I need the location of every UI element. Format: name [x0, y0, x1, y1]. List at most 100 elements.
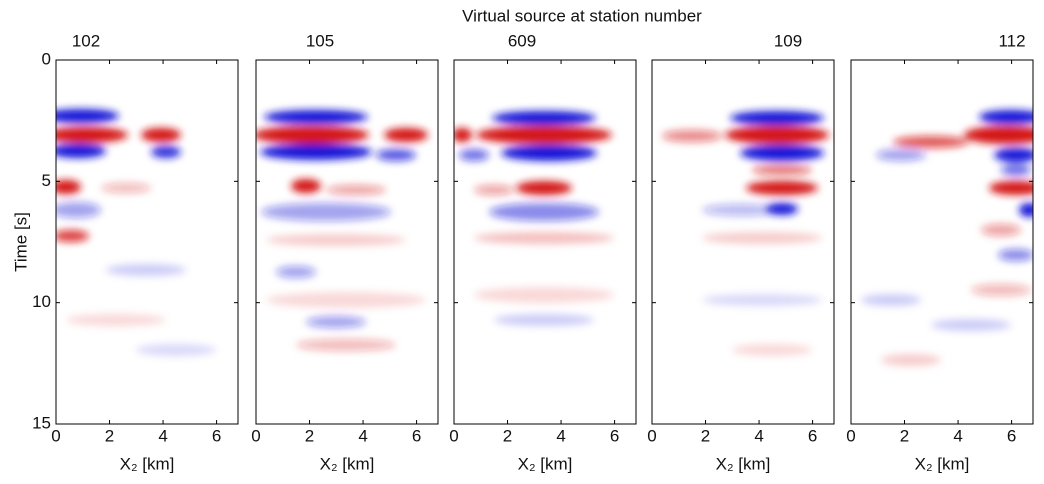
amplitude-blob [732, 344, 812, 356]
amplitude-blob [752, 165, 812, 175]
amplitude-blob [746, 181, 818, 195]
x-axis-label: X₂ [km] [518, 454, 573, 473]
y-tick-label: 10 [32, 292, 51, 311]
seismic-image [662, 111, 829, 356]
amplitude-blob [296, 339, 396, 351]
y-tick-label: 0 [42, 49, 51, 68]
amplitude-blob [151, 146, 181, 158]
amplitude-blob [702, 232, 822, 244]
x-axis-label: X₂ [km] [915, 454, 970, 473]
amplitude-blob [994, 148, 1033, 162]
seismic-image [454, 111, 614, 326]
x-tick-label: 0 [647, 426, 656, 445]
amplitude-blob [979, 110, 1033, 124]
amplitude-blob [101, 183, 151, 193]
plot-frame [55, 59, 239, 425]
amplitude-blob [276, 266, 316, 278]
amplitude-blob [893, 136, 969, 148]
amplitude-blob [260, 144, 372, 160]
amplitude-blob [106, 264, 186, 276]
x-tick-label: 4 [754, 426, 763, 445]
amplitude-blob [1001, 164, 1031, 176]
amplitude-blob [56, 127, 128, 143]
seismic-image [56, 109, 216, 356]
amplitude-blob [516, 181, 572, 195]
x-axis-label: X₂ [km] [716, 454, 771, 473]
amplitude-blob [998, 249, 1033, 261]
seismic-image [861, 110, 1033, 366]
x-tick-label: 2 [503, 426, 512, 445]
panel-title: 609 [508, 31, 536, 50]
figure-title: Virtual source at station number [462, 6, 702, 25]
amplitude-blob [266, 234, 406, 246]
x-tick-label: 0 [449, 426, 458, 445]
x-tick-label: 6 [212, 426, 221, 445]
y-axis-label: Time [s] [11, 212, 30, 272]
amplitude-blob [266, 292, 426, 308]
plot-frame [850, 59, 1034, 425]
amplitude-blob [66, 314, 166, 326]
amplitude-blob [454, 128, 472, 142]
x-tick-label: 4 [556, 426, 565, 445]
amplitude-blob [474, 287, 614, 303]
plot-frame [255, 59, 439, 425]
amplitude-blob [136, 344, 216, 356]
amplitude-blob [740, 145, 824, 161]
amplitude-blob [492, 111, 596, 125]
amplitude-blob [56, 202, 101, 218]
amplitude-blob [476, 126, 612, 144]
x-tick-label: 0 [251, 426, 260, 445]
x-tick-label: 6 [808, 426, 817, 445]
amplitude-blob [725, 126, 829, 144]
amplitude-blob [989, 181, 1033, 195]
amplitude-blob [459, 149, 489, 161]
x-tick-label: 6 [610, 426, 619, 445]
amplitude-blob [489, 203, 599, 221]
amplitude-blob [326, 185, 386, 195]
panel-title: 102 [72, 31, 100, 50]
amplitude-blob [971, 284, 1031, 296]
amplitude-blob [56, 230, 89, 242]
amplitude-blob [474, 232, 614, 244]
x-tick-label: 0 [51, 426, 60, 445]
amplitude-blob [861, 294, 921, 306]
amplitude-blob [141, 128, 181, 142]
amplitude-blob [876, 149, 926, 161]
x-tick-label: 6 [412, 426, 421, 445]
panel-title: 112 [998, 31, 1025, 50]
amplitude-blob [964, 126, 1033, 144]
amplitude-blob [56, 109, 119, 123]
x-axis-label: X₂ [km] [120, 454, 175, 473]
panel-title: 105 [306, 31, 334, 50]
y-tick-label: 15 [32, 413, 51, 432]
amplitude-blob [291, 179, 321, 193]
x-tick-label: 2 [105, 426, 114, 445]
x-tick-label: 2 [305, 426, 314, 445]
amplitude-blob [261, 203, 391, 221]
amplitude-blob [56, 144, 106, 158]
amplitude-blob [376, 149, 416, 161]
amplitude-blob [702, 294, 822, 306]
amplitude-blob [981, 224, 1021, 236]
amplitude-blob [730, 111, 824, 125]
y-tick-label: 5 [42, 171, 51, 190]
amplitude-blob [931, 319, 1011, 331]
x-tick-label: 4 [158, 426, 167, 445]
amplitude-blob [474, 185, 514, 195]
x-tick-label: 6 [1007, 426, 1016, 445]
x-axis-label: X₂ [km] [320, 454, 375, 473]
amplitude-blob [662, 130, 722, 142]
amplitude-blob [384, 128, 428, 142]
x-tick-label: 2 [900, 426, 909, 445]
amplitude-blob [501, 145, 597, 161]
amplitude-blob [264, 110, 368, 124]
amplitude-blob [256, 126, 369, 144]
plot-frame [453, 59, 637, 425]
seismic-image [256, 110, 428, 351]
x-tick-label: 4 [358, 426, 367, 445]
amplitude-blob [56, 180, 81, 194]
panel-title: 109 [774, 31, 802, 50]
amplitude-blob [1019, 203, 1033, 217]
amplitude-blob [306, 316, 366, 328]
